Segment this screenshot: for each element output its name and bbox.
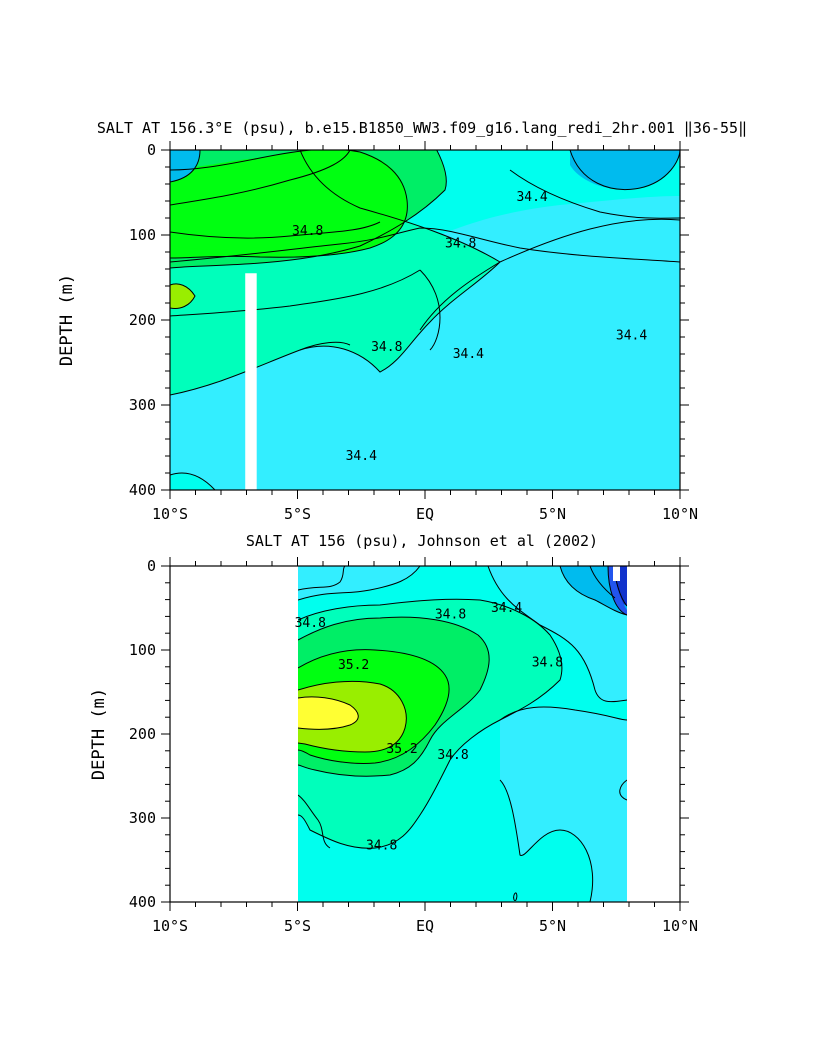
bot-contour-label: 34.8 [437,748,468,763]
bot-fill-blue [608,566,627,615]
bot-contour-34_4-left [298,794,331,849]
top-x-tick-labels: 10°S 5°S EQ 5°N 10°N [152,505,698,523]
top-contour-35_0-inner [170,283,196,309]
top-y-tick-label: 100 [129,226,156,244]
bot-y-tick-label: 400 [129,893,156,911]
bottom-chart-title: SALT AT 156 (psu), Johnson et al (2002) [246,532,598,550]
bot-contour-label: 35.2 [338,658,369,673]
bot-y-tick-label: 100 [129,641,156,659]
top-x-tick-label: 5°S [284,505,311,523]
top-contour-34_4-a [170,227,680,263]
top-contour-label: 34.4 [516,190,547,205]
bot-contour-right-edge [619,779,627,801]
top-contour-34_4-bottom [299,341,351,351]
top-contour-label: 34.8 [445,237,476,252]
bot-contour-34_2 [559,566,627,616]
top-x-tick-label: EQ [416,505,434,523]
top-contour-34_6-b [170,60,300,80]
top-contour-label: 34.8 [292,224,323,239]
top-contour-34_6-deep [170,269,421,317]
top-contour-34_4-lower [419,261,501,331]
top-y-tick-label: 400 [129,481,156,499]
bot-contour-35_4 [298,680,407,753]
top-contour-label: 34.4 [453,347,484,362]
bot-contour-label: 34.8 [532,656,563,671]
bot-y-tick-label: 0 [147,557,156,575]
top-y-axis-label: DEPTH (m) [57,274,77,366]
top-contour-35_0 [170,150,408,259]
top-contour-34_8-a [170,150,447,269]
bot-fill-34_4-right2 [500,707,627,902]
bottom-x-tick-labels: 10°S 5°S EQ 5°N 10°N [152,917,698,935]
bot-x-tick-label: 10°N [662,917,698,935]
bottom-missing-data-gap [613,566,620,581]
top-missing-data-bar [245,273,257,490]
top-x-tick-label: 10°N [662,505,698,523]
top-y-tick-labels: 0 100 200 300 400 [129,141,156,499]
top-y-tick-label: 300 [129,396,156,414]
top-contour-34_2-right [569,150,680,190]
bot-x-tick-label: 5°N [539,917,566,935]
bot-fill-34_4-left-top [298,566,420,600]
bottom-y-tick-labels: 0 100 200 300 400 [129,557,156,911]
bot-contour-label: 35.2 [386,742,417,757]
top-contour-label: 34.8 [371,340,402,355]
top-contour-label: 34.4 [616,328,647,343]
top-fill-34_2-left [170,150,200,182]
bottom-salinity-field [298,566,627,902]
bot-contour-34_6-top [298,566,346,591]
bot-contour-34_4-dip [499,779,594,902]
top-contour-34_4-mid [419,269,441,351]
bottom-y-axis-label: DEPTH (m) [89,688,109,780]
top-contour-label: 34.4 [346,449,377,464]
bot-y-tick-label: 300 [129,809,156,827]
bot-contour-34_0 [607,566,627,616]
bot-contour-34_6-a [298,566,421,601]
bot-contour-35_2 [298,649,450,764]
top-contour-34_4-upper [170,150,351,206]
top-contour-34_2-left [170,150,201,183]
bot-contour-34_4-lower [499,706,627,721]
bottom-contour-labels: 34.8 34.8 34.4 35.2 34.8 35.2 34.8 34.8 [295,601,563,854]
top-y-tick-label: 0 [147,141,156,159]
top-fill-35_2-core [170,150,407,251]
bot-fill-34_4-right [488,566,627,702]
bot-contour-label: 34.8 [295,616,326,631]
top-contour-labels: 34.4 34.8 34.8 34.8 34.4 34.4 34.4 [292,190,647,464]
top-fill-34_2-right [570,150,680,190]
bot-x-tick-label: 10°S [152,917,188,935]
bottom-contour-lines [298,566,627,902]
bot-contour-label: 34.8 [366,839,397,854]
top-contour-34_6-bottom [170,472,216,490]
top-contour-34_4-b [299,150,501,263]
bot-contour-35_0 [298,616,490,777]
bot-contour-34_4-right [487,566,627,703]
top-fill-35_4 [170,283,195,309]
bot-contour-35_6 [298,696,359,730]
bot-y-tick-label: 200 [129,725,156,743]
top-contour-34_4-right [499,218,680,263]
top-contour-34_4-top-right [509,169,680,219]
bot-contour-bottom-blob [513,892,518,901]
bot-contour-label: 34.8 [435,608,466,623]
top-chart-title: SALT AT 156.3°E (psu), b.e15.B1850_WW3.f… [97,119,747,137]
top-x-tick-label: 5°N [539,505,566,523]
bot-x-tick-label: EQ [416,917,434,935]
bot-contour-label: 34.4 [491,601,522,616]
top-x-tick-label: 10°S [152,505,188,523]
bot-contour-34_8 [298,598,563,849]
top-axis-ticks [161,141,689,499]
top-y-tick-label: 200 [129,311,156,329]
bot-fill-35_6 [298,696,359,730]
bot-x-tick-label: 5°S [284,917,311,935]
top-contour-34_6-curve [170,221,381,239]
top-fill-34_6-bottom-left [170,472,215,490]
bottom-axis-ticks [161,557,689,911]
